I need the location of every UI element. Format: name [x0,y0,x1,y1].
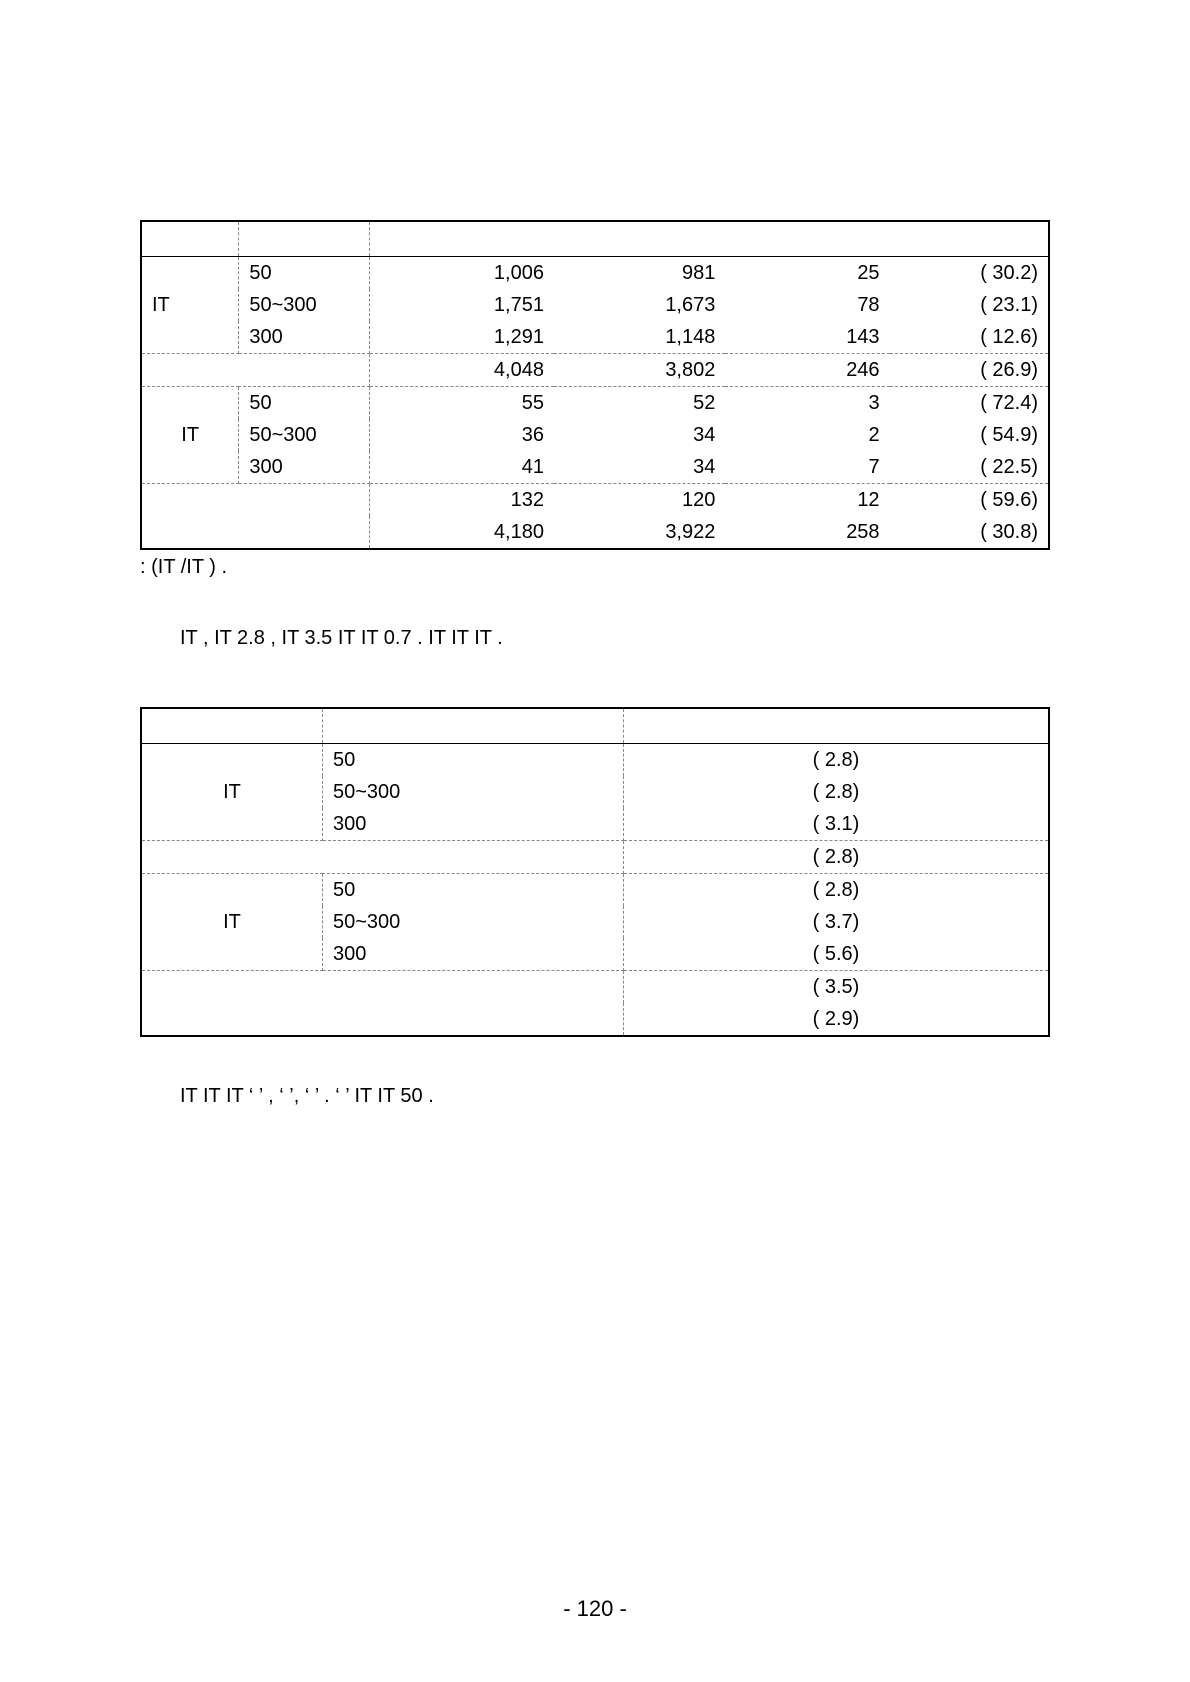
cell: 258 [725,516,889,549]
cell: 78 [725,289,889,321]
cell: ( 59.6) [890,484,1049,517]
cell: 50~300 [239,289,370,321]
t1-h4 [554,221,725,257]
paragraph-2: IT IT IT ‘ ’ , ‘ ’, ‘ ’ . ‘ [140,1077,1050,1115]
cell: 143 [725,321,889,354]
t2-g1-subtotal-label [141,841,624,874]
cell: ( 3.5) [624,971,1050,1004]
cell: 132 [370,484,554,517]
t2-h2 [323,708,624,744]
cell: 4,048 [370,354,554,387]
t2-h3 [624,708,1050,744]
cell: 7 [725,451,889,484]
cell: 12 [725,484,889,517]
cell: 3,802 [554,354,725,387]
cell: 55 [370,387,554,420]
cell: 1,006 [370,257,554,290]
t1-h3 [370,221,554,257]
cell: 300 [323,938,624,971]
t1-g1-subtotal-label [141,354,370,387]
cell: 4,180 [370,516,554,549]
table-row: 132 120 12 ( 59.6) [141,484,1049,517]
table-1-header [141,221,1049,257]
cell: 34 [554,451,725,484]
cell: ( 3.7) [624,906,1050,938]
table-row: 300 41 34 7 ( 22.5) [141,451,1049,484]
cell: 41 [370,451,554,484]
table-row: 50~300 1,751 1,673 78 ( 23.1) [141,289,1049,321]
t2-total-label [141,1003,624,1036]
cell: 50~300 [323,776,624,808]
table-row: ( 2.8) [141,841,1049,874]
paragraph-1: IT , IT 2.8 , IT 3.5 IT IT 0.7 . IT IT [140,619,1050,657]
t1-h1 [141,221,239,257]
t1-h6 [890,221,1049,257]
cell: ( 30.8) [890,516,1049,549]
cell: ( 26.9) [890,354,1049,387]
document-page: IT 50 1,006 981 25 ( 30.2) 50~300 1,751 … [0,0,1190,1682]
table-row: ( 3.5) [141,971,1049,1004]
t2-g2-subtotal-label [141,971,624,1004]
cell: 50 [239,387,370,420]
cell: ( 22.5) [890,451,1049,484]
cell: ( 2.8) [624,841,1050,874]
cell: ( 2.8) [624,776,1050,808]
table-row: IT 50 1,006 981 25 ( 30.2) [141,257,1049,290]
cell: ( 23.1) [890,289,1049,321]
table-row: 300 1,291 1,148 143 ( 12.6) [141,321,1049,354]
cell: ( 72.4) [890,387,1049,420]
cell: 50 [323,874,624,907]
cell: 246 [725,354,889,387]
table-row: 4,180 3,922 258 ( 30.8) [141,516,1049,549]
t1-g1-cat: IT [141,257,239,354]
cell: 3,922 [554,516,725,549]
t2-g1-cat: IT [141,744,323,841]
cell: 3 [725,387,889,420]
table-1: IT 50 1,006 981 25 ( 30.2) 50~300 1,751 … [140,220,1050,550]
t2-g2-cat: IT [141,874,323,971]
t2-h1 [141,708,323,744]
cell: 50~300 [239,419,370,451]
cell: ( 12.6) [890,321,1049,354]
cell: 50 [239,257,370,290]
cell: ( 5.6) [624,938,1050,971]
t1-h2 [239,221,370,257]
table-row: IT 50 ( 2.8) [141,874,1049,907]
cell: 52 [554,387,725,420]
cell: 300 [239,321,370,354]
cell: 36 [370,419,554,451]
table-row: ( 2.9) [141,1003,1049,1036]
table-row: 4,048 3,802 246 ( 26.9) [141,354,1049,387]
cell: ( 2.9) [624,1003,1050,1036]
cell: 25 [725,257,889,290]
cell: ( 54.9) [890,419,1049,451]
t1-h5 [725,221,889,257]
cell: 981 [554,257,725,290]
table-row: IT 50 55 52 3 ( 72.4) [141,387,1049,420]
table-1-footnote: : (IT /IT ) . [140,556,1050,579]
cell: 1,751 [370,289,554,321]
cell: ( 30.2) [890,257,1049,290]
cell: 120 [554,484,725,517]
page-number: - 120 - [0,1596,1190,1622]
table-row: IT 50 ( 2.8) [141,744,1049,777]
cell: 34 [554,419,725,451]
t1-g2-subtotal-label [141,484,370,517]
table-2-header [141,708,1049,744]
cell: ( 2.8) [624,874,1050,907]
cell: 300 [323,808,624,841]
cell: 50~300 [323,906,624,938]
cell: 300 [239,451,370,484]
cell: 1,291 [370,321,554,354]
table-2: IT 50 ( 2.8) 50~300 ( 2.8) 300 ( 3.1) ( … [140,707,1050,1037]
t1-g2-cat: IT [141,387,239,484]
cell: ( 3.1) [624,808,1050,841]
cell: 1,148 [554,321,725,354]
t1-total-label [141,516,370,549]
cell: 50 [323,744,624,777]
cell: ( 2.8) [624,744,1050,777]
table-row: 50~300 36 34 2 ( 54.9) [141,419,1049,451]
cell: 1,673 [554,289,725,321]
cell: 2 [725,419,889,451]
